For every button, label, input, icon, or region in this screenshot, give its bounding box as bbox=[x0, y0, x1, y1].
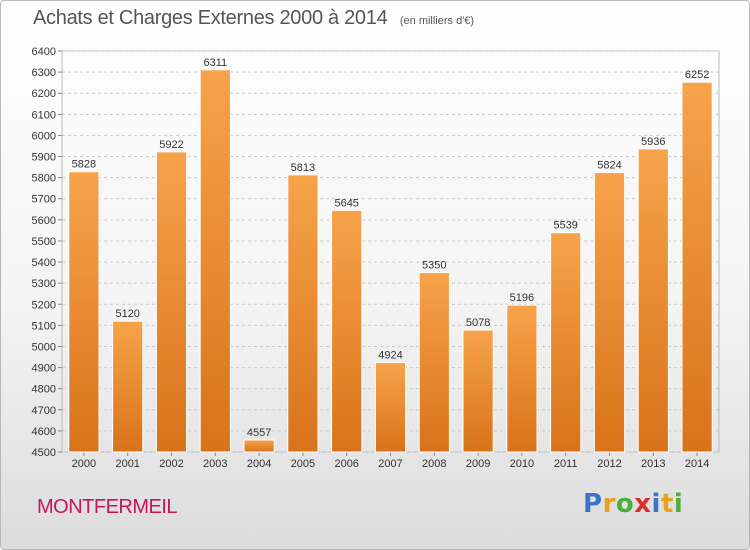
data-label: 5196 bbox=[510, 292, 534, 304]
x-tick-label: 2010 bbox=[510, 458, 534, 470]
x-tick-label: 2013 bbox=[641, 458, 665, 470]
y-tick-label: 6300 bbox=[32, 67, 56, 79]
y-tick-label: 5200 bbox=[32, 299, 56, 311]
x-tick-label: 2009 bbox=[466, 458, 490, 470]
x-tick-label: 2007 bbox=[378, 458, 402, 470]
data-label: 5922 bbox=[159, 139, 183, 151]
data-label: 5350 bbox=[422, 260, 446, 272]
x-tick-label: 2014 bbox=[685, 458, 709, 470]
data-label: 5120 bbox=[115, 308, 139, 320]
logo-letter: t bbox=[660, 489, 674, 519]
bar-2014 bbox=[681, 81, 713, 453]
bar-layer bbox=[68, 69, 713, 453]
bar-2012 bbox=[593, 172, 626, 453]
y-tick-label: 4600 bbox=[32, 426, 56, 438]
y-tick-label: 5500 bbox=[32, 236, 56, 248]
y-tick-label: 5700 bbox=[32, 194, 56, 206]
data-label: 5828 bbox=[72, 159, 96, 171]
logo-letter: i bbox=[673, 489, 684, 519]
y-tick-label: 5400 bbox=[32, 257, 56, 269]
y-tick-label: 4900 bbox=[32, 363, 56, 375]
data-label: 6311 bbox=[203, 57, 227, 69]
x-tick-label: 2004 bbox=[247, 458, 271, 470]
x-tick-label: 2000 bbox=[72, 458, 96, 470]
x-tick-label: 2005 bbox=[291, 458, 315, 470]
bar-2013 bbox=[637, 148, 669, 453]
y-tick-label: 5800 bbox=[32, 173, 56, 185]
bar-2001 bbox=[112, 320, 144, 453]
data-label: 5078 bbox=[466, 317, 490, 329]
x-tick-label: 2001 bbox=[115, 458, 139, 470]
y-tick-label: 6000 bbox=[32, 130, 56, 142]
chart-title-block: Achats et Charges Externes 2000 à 2014 (… bbox=[33, 7, 474, 30]
x-tick-label: 2011 bbox=[554, 458, 578, 470]
chart-subtitle: (en milliers d'€) bbox=[399, 15, 475, 27]
y-tick-label: 5900 bbox=[32, 152, 56, 164]
data-label: 5824 bbox=[597, 160, 621, 172]
x-tick-label: 2003 bbox=[203, 458, 227, 470]
bar-2002 bbox=[155, 151, 188, 453]
y-tick-label: 4700 bbox=[32, 405, 56, 417]
x-tick-label: 2012 bbox=[597, 458, 621, 470]
data-label: 5813 bbox=[291, 162, 315, 174]
x-tick-label: 2002 bbox=[159, 458, 183, 470]
bar-2008 bbox=[418, 272, 450, 453]
bar-2010 bbox=[506, 304, 538, 453]
logo-letter: i bbox=[651, 489, 661, 519]
logo-letter: r bbox=[602, 489, 616, 519]
proxiti-logo[interactable]: Proxiti bbox=[583, 489, 683, 519]
logo-letter: P bbox=[583, 489, 603, 519]
data-label: 5645 bbox=[334, 197, 358, 209]
y-tick-label: 4500 bbox=[32, 447, 56, 459]
data-label: 5936 bbox=[641, 136, 665, 148]
chart-title: Achats et Charges Externes 2000 à 2014 bbox=[33, 7, 388, 29]
bar-2003 bbox=[199, 69, 231, 453]
bar-2006 bbox=[331, 209, 363, 453]
y-tick-label: 6200 bbox=[32, 88, 56, 100]
data-label: 6252 bbox=[685, 69, 709, 81]
y-tick-label: 5000 bbox=[32, 341, 56, 353]
x-tick-label: 2006 bbox=[334, 458, 358, 470]
label-layer: 4500 4600 4700 4800 4900 5000 5100 5200 5300 5400… bbox=[32, 46, 710, 470]
y-tick-label: 6100 bbox=[32, 109, 56, 121]
logo-letter: o bbox=[615, 489, 635, 519]
data-label: 4557 bbox=[247, 427, 271, 439]
bar-2000 bbox=[68, 171, 100, 453]
logo-letter: x bbox=[634, 489, 652, 519]
bar-2007 bbox=[374, 362, 407, 453]
y-tick-label: 6400 bbox=[32, 46, 56, 58]
data-label: 5539 bbox=[553, 220, 577, 232]
y-tick-label: 5100 bbox=[32, 320, 56, 332]
y-tick-label: 5600 bbox=[32, 215, 56, 227]
bar-2004 bbox=[243, 439, 275, 453]
bar-2009 bbox=[462, 329, 494, 453]
x-tick-label: 2008 bbox=[422, 458, 446, 470]
y-tick-label: 5300 bbox=[32, 278, 56, 290]
place-name: MONTFERMEIL bbox=[37, 496, 178, 518]
bar-2005 bbox=[287, 174, 319, 453]
data-label: 4924 bbox=[378, 350, 402, 362]
y-tick-label: 4800 bbox=[32, 384, 56, 396]
bar-2011 bbox=[550, 232, 582, 453]
